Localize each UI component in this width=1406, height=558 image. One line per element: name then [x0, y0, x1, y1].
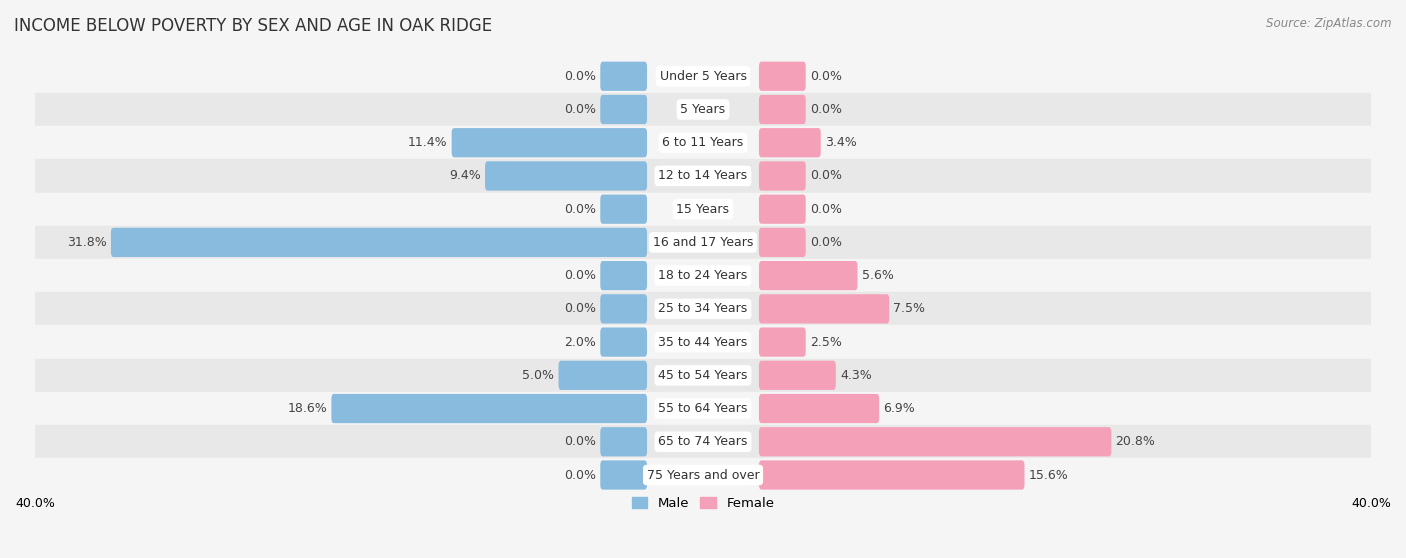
Text: 0.0%: 0.0% — [564, 435, 596, 448]
FancyBboxPatch shape — [451, 128, 647, 157]
Text: 18 to 24 Years: 18 to 24 Years — [658, 269, 748, 282]
FancyBboxPatch shape — [600, 195, 647, 224]
Text: 0.0%: 0.0% — [810, 203, 842, 216]
FancyBboxPatch shape — [759, 328, 806, 357]
Text: 25 to 34 Years: 25 to 34 Years — [658, 302, 748, 315]
FancyBboxPatch shape — [111, 228, 647, 257]
FancyBboxPatch shape — [759, 61, 806, 91]
Text: 16 and 17 Years: 16 and 17 Years — [652, 236, 754, 249]
Text: 0.0%: 0.0% — [564, 103, 596, 116]
Text: 4.3%: 4.3% — [839, 369, 872, 382]
Text: 15.6%: 15.6% — [1029, 469, 1069, 482]
Legend: Male, Female: Male, Female — [626, 491, 780, 515]
Text: 55 to 64 Years: 55 to 64 Years — [658, 402, 748, 415]
FancyBboxPatch shape — [600, 261, 647, 290]
Text: INCOME BELOW POVERTY BY SEX AND AGE IN OAK RIDGE: INCOME BELOW POVERTY BY SEX AND AGE IN O… — [14, 17, 492, 35]
Text: 6.9%: 6.9% — [883, 402, 915, 415]
Text: 0.0%: 0.0% — [564, 469, 596, 482]
Bar — [35, 160, 1371, 193]
Bar — [35, 458, 1371, 492]
Bar — [35, 325, 1371, 359]
FancyBboxPatch shape — [600, 294, 647, 324]
Text: 0.0%: 0.0% — [564, 302, 596, 315]
Text: Under 5 Years: Under 5 Years — [659, 70, 747, 83]
Bar — [35, 60, 1371, 93]
Text: 6 to 11 Years: 6 to 11 Years — [662, 136, 744, 149]
Text: 0.0%: 0.0% — [810, 236, 842, 249]
Text: 65 to 74 Years: 65 to 74 Years — [658, 435, 748, 448]
Bar — [35, 226, 1371, 259]
Text: 7.5%: 7.5% — [893, 302, 925, 315]
FancyBboxPatch shape — [558, 360, 647, 390]
Text: 0.0%: 0.0% — [810, 170, 842, 182]
Text: 5 Years: 5 Years — [681, 103, 725, 116]
Text: 15 Years: 15 Years — [676, 203, 730, 216]
FancyBboxPatch shape — [600, 427, 647, 456]
FancyBboxPatch shape — [759, 261, 858, 290]
Text: 18.6%: 18.6% — [287, 402, 328, 415]
FancyBboxPatch shape — [759, 128, 821, 157]
Text: Source: ZipAtlas.com: Source: ZipAtlas.com — [1267, 17, 1392, 30]
Text: 0.0%: 0.0% — [564, 203, 596, 216]
FancyBboxPatch shape — [759, 294, 889, 324]
FancyBboxPatch shape — [759, 460, 1025, 489]
Bar — [35, 259, 1371, 292]
Bar — [35, 425, 1371, 458]
FancyBboxPatch shape — [600, 328, 647, 357]
FancyBboxPatch shape — [759, 228, 806, 257]
FancyBboxPatch shape — [759, 360, 835, 390]
Text: 3.4%: 3.4% — [825, 136, 856, 149]
Text: 12 to 14 Years: 12 to 14 Years — [658, 170, 748, 182]
FancyBboxPatch shape — [332, 394, 647, 423]
FancyBboxPatch shape — [759, 427, 1111, 456]
FancyBboxPatch shape — [485, 161, 647, 191]
Text: 0.0%: 0.0% — [810, 103, 842, 116]
FancyBboxPatch shape — [600, 460, 647, 489]
Text: 31.8%: 31.8% — [67, 236, 107, 249]
FancyBboxPatch shape — [759, 161, 806, 191]
FancyBboxPatch shape — [759, 195, 806, 224]
Text: 2.0%: 2.0% — [564, 335, 596, 349]
Bar — [35, 126, 1371, 160]
Text: 0.0%: 0.0% — [564, 269, 596, 282]
Text: 2.5%: 2.5% — [810, 335, 842, 349]
Bar — [35, 292, 1371, 325]
Text: 20.8%: 20.8% — [1115, 435, 1156, 448]
FancyBboxPatch shape — [759, 394, 879, 423]
Text: 11.4%: 11.4% — [408, 136, 447, 149]
Bar — [35, 193, 1371, 226]
Text: 0.0%: 0.0% — [810, 70, 842, 83]
Text: 5.0%: 5.0% — [523, 369, 554, 382]
FancyBboxPatch shape — [759, 95, 806, 124]
Bar — [35, 93, 1371, 126]
Text: 0.0%: 0.0% — [564, 70, 596, 83]
Text: 45 to 54 Years: 45 to 54 Years — [658, 369, 748, 382]
Text: 9.4%: 9.4% — [449, 170, 481, 182]
Bar — [35, 392, 1371, 425]
Text: 75 Years and over: 75 Years and over — [647, 469, 759, 482]
FancyBboxPatch shape — [600, 95, 647, 124]
Bar — [35, 359, 1371, 392]
Text: 35 to 44 Years: 35 to 44 Years — [658, 335, 748, 349]
Text: 5.6%: 5.6% — [862, 269, 894, 282]
FancyBboxPatch shape — [600, 61, 647, 91]
